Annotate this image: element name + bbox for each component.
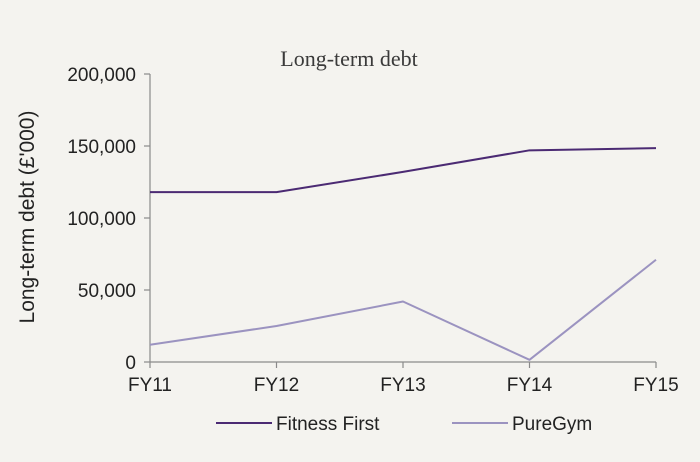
series-line-fitness-first bbox=[150, 147, 657, 194]
y-tick-label: 0 bbox=[125, 353, 136, 374]
series-line-puregym bbox=[149, 258, 657, 361]
y-axis-label: Long-term debt (£'000) bbox=[16, 111, 39, 324]
y-tick-label: 150,000 bbox=[67, 137, 136, 158]
legend-label: Fitness First bbox=[276, 414, 380, 435]
x-tick-label: FY13 bbox=[380, 375, 425, 396]
legend-label: PureGym bbox=[512, 414, 592, 435]
x-axis-ticks: FY11 FY12 FY13 FY14 FY15 bbox=[128, 362, 679, 396]
y-tick-label: 100,000 bbox=[67, 209, 136, 230]
series-lines bbox=[149, 147, 657, 361]
x-tick-label: FY11 bbox=[128, 375, 172, 396]
y-tick-label: 200,000 bbox=[67, 65, 136, 86]
chart-title: Long-term debt bbox=[280, 46, 417, 71]
y-axis-ticks: 0 50,000 100,000 150,000 200,000 bbox=[67, 65, 150, 374]
legend: Fitness First PureGym bbox=[216, 414, 592, 435]
y-tick-label: 50,000 bbox=[78, 281, 136, 302]
x-tick-label: FY14 bbox=[507, 375, 553, 396]
x-tick-label: FY12 bbox=[254, 375, 299, 396]
x-tick-label: FY15 bbox=[633, 375, 678, 396]
